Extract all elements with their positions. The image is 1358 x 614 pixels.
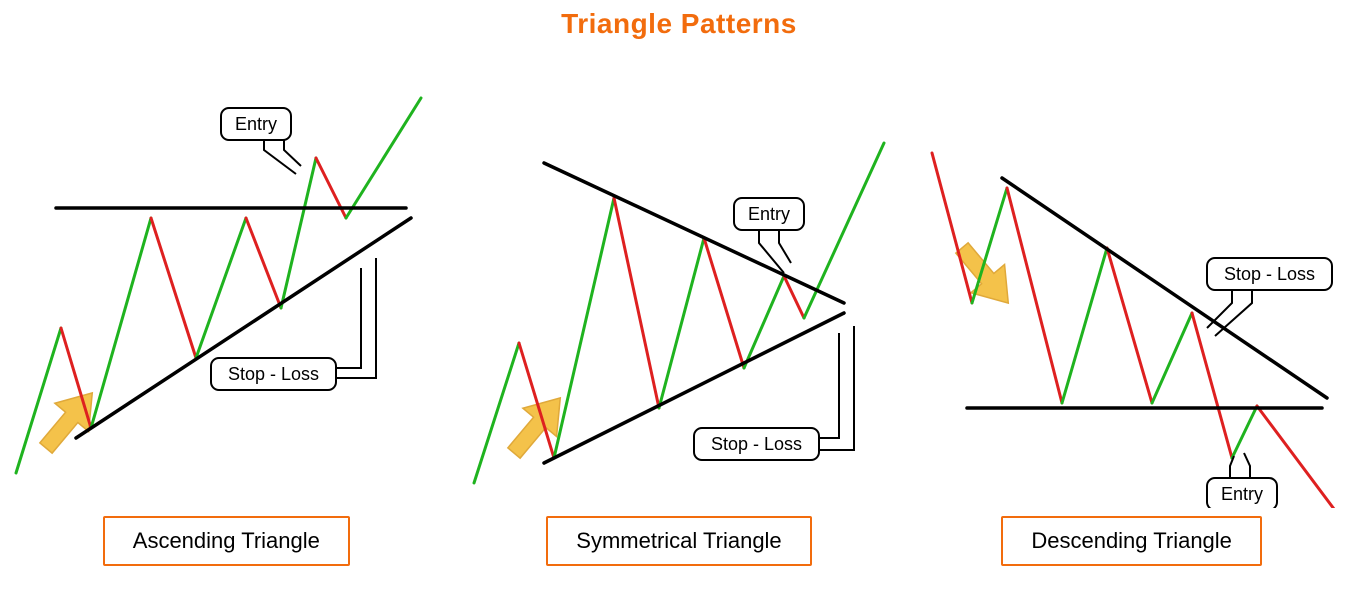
- price-segment-down: [1107, 248, 1152, 403]
- callout: Entry: [734, 198, 804, 273]
- panels-row: EntryStop - LossAscending TriangleEntryS…: [0, 48, 1358, 566]
- price-segment-down: [704, 238, 744, 368]
- price-segment-up: [474, 343, 519, 483]
- callout: Stop - Loss: [1207, 258, 1332, 336]
- price-segment-down: [151, 218, 196, 358]
- callout-label: Entry: [1221, 484, 1263, 504]
- price-segment-up: [196, 218, 246, 358]
- trend-arrow-icon: [497, 384, 577, 467]
- callout-label: Entry: [235, 114, 277, 134]
- price-segment-up: [1062, 248, 1107, 403]
- trend-line: [544, 163, 844, 303]
- callout-label: Entry: [748, 204, 790, 224]
- price-segment-down: [932, 153, 972, 303]
- price-segment-down: [1192, 313, 1232, 458]
- callout-label: Stop - Loss: [1224, 264, 1315, 284]
- symmetrical-chart: Entry Stop - Loss: [459, 48, 899, 508]
- descending-chart: Stop - Loss Entry: [912, 48, 1352, 508]
- ascending-caption: Ascending Triangle: [103, 516, 350, 566]
- symmetrical-caption: Symmetrical Triangle: [546, 516, 811, 566]
- ascending-chart: Entry Stop - Loss: [6, 48, 446, 508]
- page-title: Triangle Patterns: [0, 0, 1358, 40]
- symmetrical-panel: Entry Stop - Loss Symmetrical Triangle: [459, 48, 899, 566]
- callout: Entry: [221, 108, 301, 174]
- callout-label: Stop - Loss: [228, 364, 319, 384]
- price-segment-down: [614, 198, 659, 408]
- callout: Entry: [1207, 453, 1277, 508]
- price-segment-down: [1007, 188, 1062, 403]
- descending-panel: Stop - Loss Entry Descending Triangle: [912, 48, 1352, 566]
- price-segment-down: [246, 218, 281, 308]
- price-segment-up: [346, 98, 421, 218]
- callout: Stop - Loss: [211, 258, 376, 390]
- price-segment-up: [1232, 406, 1257, 458]
- callout-label: Stop - Loss: [711, 434, 802, 454]
- descending-caption: Descending Triangle: [1001, 516, 1262, 566]
- ascending-panel: Entry Stop - Loss Ascending Triangle: [6, 48, 446, 566]
- price-segment-up: [659, 238, 704, 408]
- price-segment-up: [554, 198, 614, 458]
- price-segment-up: [1152, 313, 1192, 403]
